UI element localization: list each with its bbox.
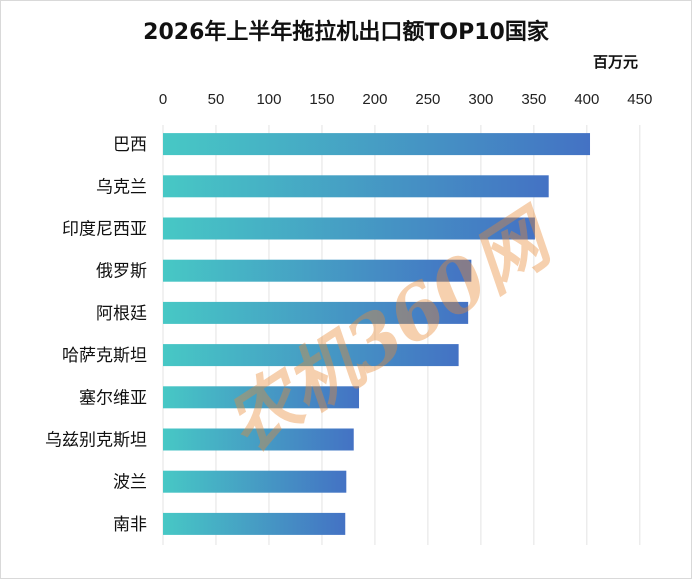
bar-2 <box>163 217 535 240</box>
category-label: 塞尔维亚 <box>79 388 147 408</box>
unit-label: 百万元 <box>592 53 638 71</box>
category-label: 乌克兰 <box>96 177 147 197</box>
x-tick-label: 400 <box>574 91 599 108</box>
bar-0 <box>163 133 591 156</box>
chart-title: 2026年上半年拖拉机出口额TOP10国家 <box>143 20 549 45</box>
bar-5 <box>163 344 459 367</box>
x-tick-label: 450 <box>627 91 652 108</box>
category-label: 南非 <box>113 515 147 535</box>
x-tick-label: 100 <box>256 91 281 108</box>
x-tick-label: 0 <box>159 91 167 108</box>
bar-7 <box>163 428 354 451</box>
category-label: 乌兹别克斯坦 <box>45 431 147 451</box>
category-label: 印度尼西亚 <box>62 220 147 240</box>
category-label: 俄罗斯 <box>96 262 147 282</box>
x-tick-label: 300 <box>468 91 493 108</box>
bar-9 <box>163 512 346 535</box>
x-tick-label: 50 <box>208 91 225 108</box>
category-label: 波兰 <box>113 473 147 493</box>
bars <box>163 133 591 535</box>
bar-4 <box>163 301 469 324</box>
bar-6 <box>163 386 360 409</box>
x-tick-label: 250 <box>415 91 440 108</box>
x-tick-label: 350 <box>521 91 546 108</box>
x-tick-label: 200 <box>362 91 387 108</box>
category-label: 阿根廷 <box>96 304 147 324</box>
bar-3 <box>163 259 472 282</box>
category-label: 巴西 <box>113 135 147 155</box>
x-tick-label: 150 <box>309 91 334 108</box>
category-label: 哈萨克斯坦 <box>62 346 147 366</box>
bar-1 <box>163 175 549 198</box>
bar-8 <box>163 470 347 493</box>
x-axis-ticks: 0 50 100 150 200 250 300 350 400 450 <box>159 91 653 108</box>
